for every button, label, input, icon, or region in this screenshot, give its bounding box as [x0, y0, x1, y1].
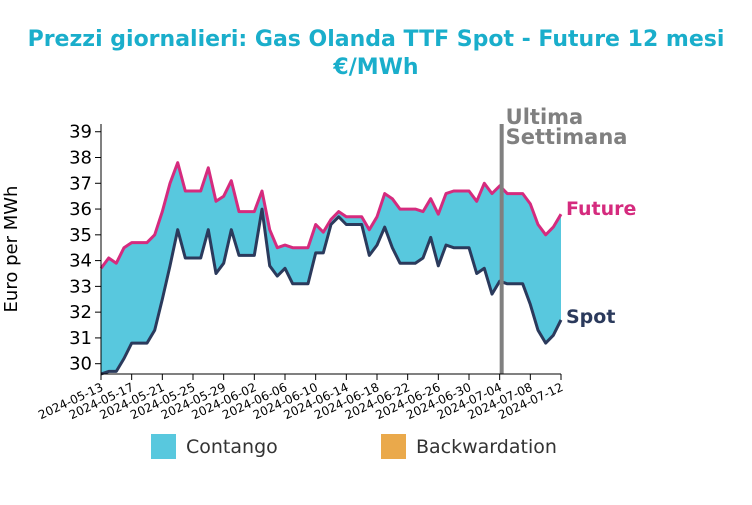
y-tick-label: 38 [69, 148, 92, 169]
future-series-label: Future [566, 198, 636, 220]
legend-label-contango: Contango [186, 436, 278, 458]
y-tick-label: 32 [69, 302, 92, 323]
last-week-label-line1: Ultima [506, 105, 584, 129]
chart-subtitle: €/MWh [332, 55, 418, 80]
y-tick-label: 33 [69, 276, 92, 297]
y-axis-label: Euro per MWh [1, 186, 22, 313]
y-tick-label: 36 [69, 199, 92, 220]
spot-series-label: Spot [566, 306, 615, 328]
spot-line [100, 207, 563, 376]
legend: Contango Backwardation [151, 434, 557, 459]
y-tick-label: 35 [69, 225, 92, 246]
legend-label-backwardation: Backwardation [416, 436, 557, 458]
y-tick-label: 30 [69, 354, 92, 375]
contango-area [101, 162, 561, 374]
future-line [99, 161, 563, 270]
y-tick-label: 37 [69, 173, 92, 194]
last-week-label-line2: Settimana [506, 125, 628, 149]
y-tick-label: 31 [69, 328, 92, 349]
axes: 303132333435363738392024-05-132024-05-17… [36, 122, 565, 422]
y-tick-label: 39 [69, 122, 92, 143]
legend-swatch-backwardation [381, 434, 406, 459]
chart-title: Prezzi giornalieri: Gas Olanda TTF Spot … [28, 27, 725, 52]
y-tick-label: 34 [69, 251, 92, 272]
legend-swatch-contango [151, 434, 176, 459]
